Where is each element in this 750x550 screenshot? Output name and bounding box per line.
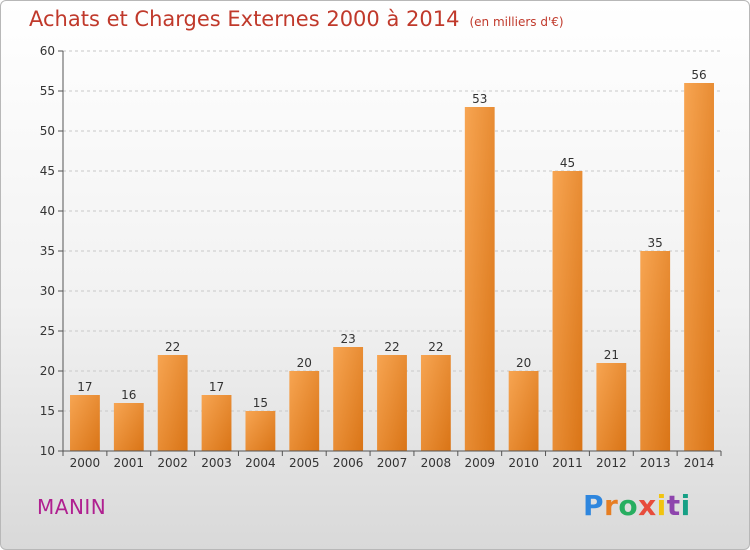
bar-value-label: 17 [77,380,92,394]
bar-value-label: 17 [209,380,224,394]
y-tick-label: 30 [40,284,55,298]
bar-2009 [464,107,495,451]
bar-value-label: 22 [384,340,399,354]
bar-value-label: 22 [165,340,180,354]
x-tick-label: 2013 [640,456,671,470]
bar-2007 [377,355,407,451]
y-tick-label: 15 [40,404,55,418]
bar-2006 [333,347,364,451]
town-name: MANIN [37,495,107,519]
chart-title: Achats et Charges Externes 2000 à 2014 (e… [29,7,564,31]
bar-2005 [289,371,320,451]
bar-2003 [201,395,232,451]
x-tick-label: 2010 [508,456,539,470]
x-tick-label: 2000 [70,456,101,470]
bar-2010 [508,371,539,451]
bar-value-label: 20 [516,356,531,370]
y-axis: 10 15 20 25 30 35 40 45 50 55 60 [40,44,64,458]
logo-letter: r [604,489,619,522]
bar-2011 [552,171,583,451]
bar-2001 [113,403,144,451]
bar-value-label: 15 [253,396,268,410]
y-tick-label: 40 [40,204,55,218]
bar-value-label: 16 [121,388,136,402]
bar-value-label: 56 [691,68,706,82]
y-tick-label: 55 [40,84,55,98]
proxiti-logo: Proxiti [583,489,691,522]
bar-2002 [157,355,188,451]
bar-value-label: 20 [297,356,312,370]
y-tick-label: 50 [40,124,55,138]
logo-letter: i [680,489,691,522]
bar-2004 [245,411,276,451]
bar-2013 [640,251,671,451]
x-tick-label: 2012 [596,456,627,470]
x-tick-label: 2003 [201,456,232,470]
y-tick-label: 10 [40,444,55,458]
logo-letter: i [656,489,667,522]
y-tick-label: 25 [40,324,55,338]
bar-value-label: 23 [340,332,355,346]
bar-value-label: 45 [560,156,575,170]
y-tick-label: 45 [40,164,55,178]
bar-value-label: 21 [604,348,619,362]
x-tick-label: 2007 [377,456,408,470]
x-tick-label: 2009 [464,456,495,470]
y-tick-label: 60 [40,44,55,58]
x-tick-label: 2005 [289,456,320,470]
x-tick-label: 2014 [684,456,715,470]
x-tick-label: 2011 [552,456,583,470]
x-tick-label: 2002 [157,456,188,470]
logo-letter: P [583,489,605,522]
chart-title-text: Achats et Charges Externes 2000 à 2014 [29,7,460,31]
x-tick-label: 2004 [245,456,276,470]
bar-value-label: 22 [428,340,443,354]
bar-value-label: 35 [648,236,663,250]
logo-letter: t [666,489,681,522]
bar-2000 [70,395,100,451]
bars: 17 16 22 17 15 20 23 22 22 53 20 45 21 35 56 [70,68,714,451]
x-tick-label: 2006 [333,456,364,470]
logo-letter: o [618,489,639,522]
x-tick-label: 2008 [421,456,452,470]
bar-value-label: 53 [472,92,487,106]
chart-unit: (en milliers d'€) [469,15,564,29]
bar-2012 [596,363,627,451]
bar-2014 [684,83,714,451]
y-tick-label: 20 [40,364,55,378]
y-tick-label: 35 [40,244,55,258]
x-axis: 2000 2001 2002 2003 2004 2005 2006 2007 2008 2009… [62,450,722,470]
x-tick-label: 2001 [114,456,145,470]
bar-2008 [420,355,451,451]
logo-letter: x [638,489,657,522]
